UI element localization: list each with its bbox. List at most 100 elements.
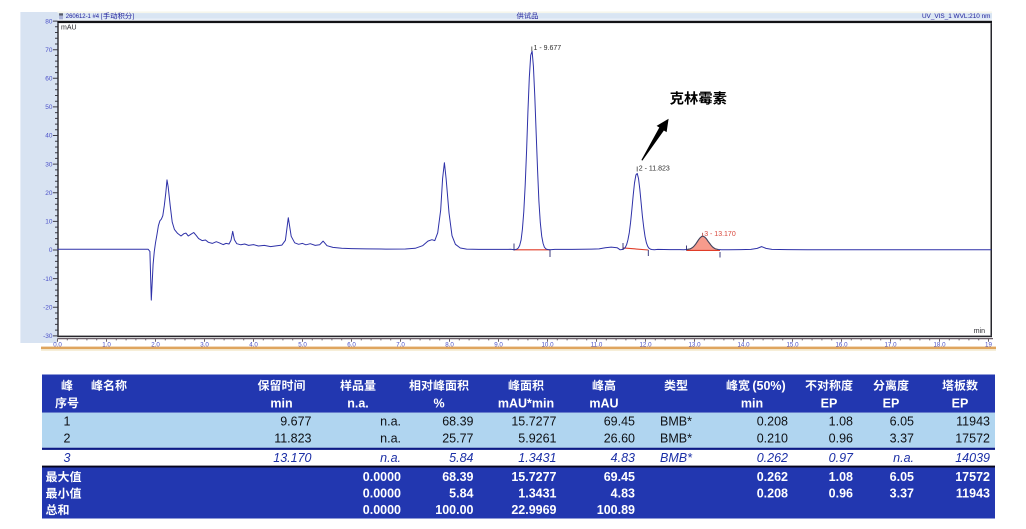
svg-text:min: min xyxy=(974,328,985,335)
svg-text:1.3431: 1.3431 xyxy=(518,451,556,465)
svg-text:11.823: 11.823 xyxy=(274,431,311,445)
svg-text:0.262: 0.262 xyxy=(757,451,788,465)
svg-text:1.3431: 1.3431 xyxy=(518,487,556,501)
svg-text:14039: 14039 xyxy=(955,451,990,465)
svg-text:50: 50 xyxy=(45,104,53,111)
svg-text:18.0: 18.0 xyxy=(933,341,946,348)
svg-text:15.7277: 15.7277 xyxy=(511,470,556,484)
svg-text:mAU: mAU xyxy=(589,396,618,410)
svg-text:0.262: 0.262 xyxy=(757,470,788,484)
svg-text:0.96: 0.96 xyxy=(829,487,853,501)
svg-text:0.0000: 0.0000 xyxy=(363,470,401,484)
svg-text:100.00: 100.00 xyxy=(435,503,473,517)
svg-text:]: ] xyxy=(132,13,134,20)
svg-text:260612-1 #4 [: 260612-1 #4 [ xyxy=(66,13,103,20)
svg-text:1 - 9.677: 1 - 9.677 xyxy=(534,45,562,52)
svg-text:0.208: 0.208 xyxy=(757,414,788,428)
svg-text:3 - 13.170: 3 - 13.170 xyxy=(704,231,736,238)
svg-text:EP: EP xyxy=(883,396,900,410)
svg-text:0.208: 0.208 xyxy=(757,487,788,501)
svg-text:100.89: 100.89 xyxy=(597,503,635,517)
svg-text:13.0: 13.0 xyxy=(688,341,701,348)
svg-text:5.0: 5.0 xyxy=(298,341,307,348)
svg-text:69.45: 69.45 xyxy=(604,470,635,484)
svg-text:2 - 11.823: 2 - 11.823 xyxy=(639,165,670,172)
svg-text:26.60: 26.60 xyxy=(604,431,635,445)
svg-text:BMB*: BMB* xyxy=(660,451,693,465)
svg-text:3: 3 xyxy=(64,451,71,465)
svg-text:n.a.: n.a. xyxy=(380,451,401,465)
svg-text:mAU: mAU xyxy=(61,25,77,32)
svg-text:(50%): (50%) xyxy=(752,379,785,393)
svg-text:0: 0 xyxy=(49,247,53,254)
svg-text:n.a.: n.a. xyxy=(347,396,369,410)
svg-text:12.0: 12.0 xyxy=(639,341,652,348)
svg-text:15.0: 15.0 xyxy=(786,341,799,348)
svg-text:14.0: 14.0 xyxy=(737,341,750,348)
svg-text:9.0: 9.0 xyxy=(494,341,503,348)
svg-text:1.0: 1.0 xyxy=(102,341,111,348)
svg-text:17572: 17572 xyxy=(955,470,990,484)
svg-text:5.9261: 5.9261 xyxy=(518,431,556,445)
svg-text:1.08: 1.08 xyxy=(829,414,853,428)
svg-text:70: 70 xyxy=(45,47,53,54)
svg-text:3.37: 3.37 xyxy=(890,487,914,501)
svg-text:0.97: 0.97 xyxy=(829,451,854,465)
svg-text:n.a.: n.a. xyxy=(380,414,401,428)
svg-text:-20: -20 xyxy=(43,304,53,311)
svg-text:9.677: 9.677 xyxy=(280,414,311,428)
svg-text:6.05: 6.05 xyxy=(890,414,914,428)
svg-text:1: 1 xyxy=(64,414,71,428)
svg-text:20: 20 xyxy=(45,190,53,197)
svg-text:0.0000: 0.0000 xyxy=(363,487,401,501)
svg-text:4.83: 4.83 xyxy=(611,451,635,465)
svg-text:0.0000: 0.0000 xyxy=(363,503,401,517)
svg-text:15.7277: 15.7277 xyxy=(511,414,556,428)
svg-text:68.39: 68.39 xyxy=(442,470,473,484)
svg-text:n.a.: n.a. xyxy=(893,451,914,465)
svg-text:3.0: 3.0 xyxy=(200,341,209,348)
svg-text:80: 80 xyxy=(45,18,53,25)
svg-text:6.0: 6.0 xyxy=(347,341,356,348)
svg-text:min: min xyxy=(270,396,292,410)
svg-text:%: % xyxy=(433,396,444,410)
svg-text:60: 60 xyxy=(45,75,53,82)
svg-text:EP: EP xyxy=(821,396,838,410)
svg-text:2: 2 xyxy=(64,431,71,445)
svg-text:5.84: 5.84 xyxy=(449,451,473,465)
svg-text:EP: EP xyxy=(952,396,969,410)
svg-text:0.0: 0.0 xyxy=(53,341,62,348)
svg-text:68.39: 68.39 xyxy=(442,414,473,428)
svg-text:25.77: 25.77 xyxy=(442,431,473,445)
svg-text:min: min xyxy=(741,396,763,410)
svg-text:UV_VIS_1 WVL:210 nm: UV_VIS_1 WVL:210 nm xyxy=(922,13,991,20)
svg-text:11943: 11943 xyxy=(956,414,990,428)
svg-text:BMB*: BMB* xyxy=(660,431,692,445)
svg-text:10: 10 xyxy=(45,219,53,226)
svg-text:0.96: 0.96 xyxy=(829,431,853,445)
svg-text:17.0: 17.0 xyxy=(884,341,897,348)
svg-text:11.0: 11.0 xyxy=(591,341,603,348)
svg-text:-30: -30 xyxy=(43,333,53,340)
svg-text:3.37: 3.37 xyxy=(890,431,914,445)
svg-text:4.83: 4.83 xyxy=(611,487,635,501)
svg-text:BMB*: BMB* xyxy=(660,414,692,428)
svg-text:16.0: 16.0 xyxy=(835,341,848,348)
svg-text:69.45: 69.45 xyxy=(604,414,635,428)
svg-text:13.170: 13.170 xyxy=(273,451,311,465)
svg-text:6.05: 6.05 xyxy=(890,470,914,484)
svg-text:8.0: 8.0 xyxy=(445,341,454,348)
svg-text:mAU*min: mAU*min xyxy=(498,396,554,410)
svg-text:-10: -10 xyxy=(43,276,53,283)
svg-text:40: 40 xyxy=(45,133,53,140)
svg-text:2.0: 2.0 xyxy=(151,341,160,348)
svg-text:30: 30 xyxy=(45,161,53,168)
svg-text:22.9969: 22.9969 xyxy=(511,503,556,517)
svg-text:10.0: 10.0 xyxy=(541,341,554,348)
svg-text:1.08: 1.08 xyxy=(829,470,853,484)
svg-text:4.0: 4.0 xyxy=(249,341,258,348)
svg-text:5.84: 5.84 xyxy=(449,487,473,501)
svg-text:0.210: 0.210 xyxy=(757,431,788,445)
svg-text:19: 19 xyxy=(985,341,992,348)
svg-text:11943: 11943 xyxy=(956,487,990,501)
